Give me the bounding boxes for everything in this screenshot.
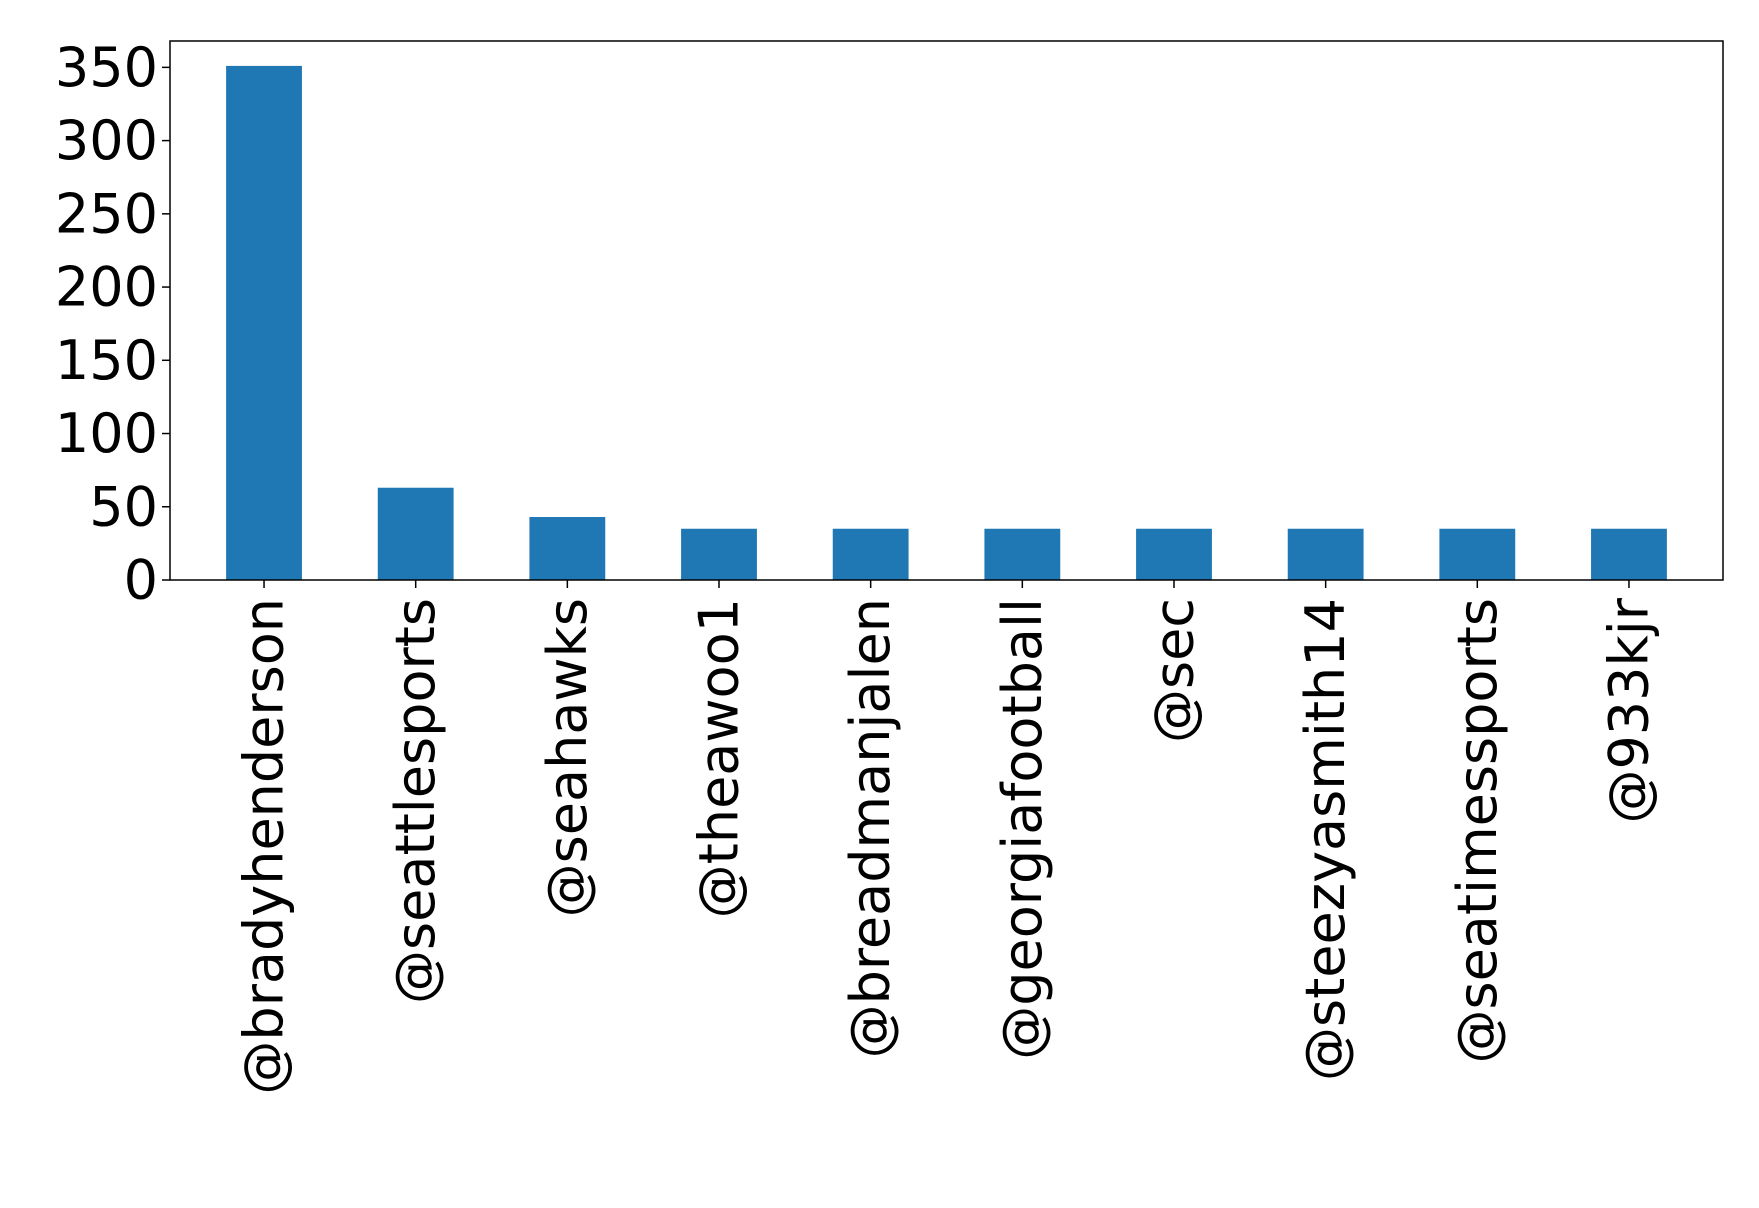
- y-tick-label: 0: [124, 549, 158, 612]
- y-tick-label: 100: [55, 402, 158, 465]
- x-axis: @bradyhenderson @seattlesports @seahawks @t…: [233, 580, 1660, 1095]
- y-tick-label: 200: [55, 256, 158, 319]
- bar-1: [226, 65, 302, 580]
- x-tick-label: @breadmanjalen: [839, 598, 902, 1058]
- x-tick-label: @theawoo1: [688, 598, 751, 918]
- bar-6: [984, 528, 1061, 580]
- x-tick-label: @seahawks: [536, 598, 599, 917]
- y-tick-label: 350: [55, 36, 158, 99]
- bar-10: [1591, 528, 1667, 580]
- y-tick-label: 250: [55, 182, 158, 245]
- y-tick-label: 300: [55, 109, 158, 172]
- bar-5: [832, 528, 909, 580]
- bar-3: [529, 517, 606, 580]
- y-tick-label: 150: [55, 329, 158, 392]
- y-tick-label: 50: [89, 475, 158, 538]
- bar-7: [1136, 528, 1212, 580]
- bar-9: [1439, 528, 1516, 580]
- x-tick-label: @bradyhenderson: [233, 598, 296, 1095]
- plot-frame: [169, 40, 1724, 581]
- x-tick-label: @seattlesports: [384, 598, 447, 1004]
- bar-4: [681, 528, 757, 580]
- x-tick-label: @sec: [1142, 598, 1205, 743]
- bar-8: [1287, 528, 1364, 580]
- y-axis: 0 50 100 150 200 250 300 350: [55, 36, 170, 612]
- x-tick-label: @steezyasmith14: [1294, 598, 1357, 1081]
- x-tick-label: @933kjr: [1597, 597, 1660, 823]
- x-tick-label: @georgiafootball: [991, 598, 1054, 1060]
- bars-group: [226, 65, 1667, 580]
- x-tick-label: @seatimessports: [1446, 598, 1509, 1064]
- bar-2: [377, 487, 454, 580]
